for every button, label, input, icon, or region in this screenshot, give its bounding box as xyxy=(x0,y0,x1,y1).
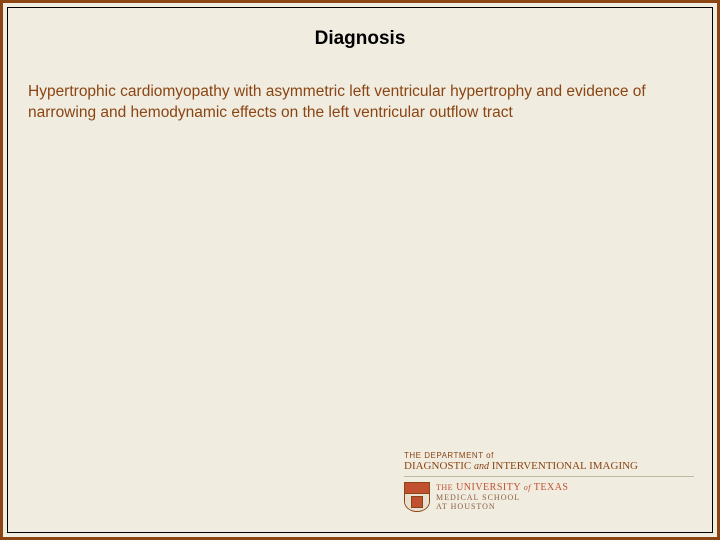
dept-label: THE DEPARTMENT of xyxy=(404,451,638,460)
ut-name: UNIVERSITY xyxy=(456,482,521,493)
dept-and: and xyxy=(474,461,489,472)
department-block: THE DEPARTMENT of DIAGNOSTIC and INTERVE… xyxy=(404,451,694,472)
dept-name-1: DIAGNOSTIC xyxy=(404,460,471,472)
school-line: MEDICAL SCHOOL xyxy=(436,493,568,502)
ut-state: TEXAS xyxy=(534,482,569,493)
department-text: THE DEPARTMENT of DIAGNOSTIC and INTERVE… xyxy=(404,451,638,472)
university-block: THE UNIVERSITY of TEXAS MEDICAL SCHOOL A… xyxy=(404,482,694,512)
dept-name: DIAGNOSTIC and INTERVENTIONAL IMAGING xyxy=(404,460,638,472)
shield-icon xyxy=(404,482,430,512)
ut-of: of xyxy=(524,483,531,492)
university-name-line: THE UNIVERSITY of TEXAS xyxy=(436,482,568,493)
slide-inner: Diagnosis Hypertrophic cardiomyopathy wi… xyxy=(7,7,713,533)
footer-logo-block: THE DEPARTMENT of DIAGNOSTIC and INTERVE… xyxy=(404,451,694,512)
slide-body-text: Hypertrophic cardiomyopathy with asymmet… xyxy=(8,58,712,124)
slide-container: Diagnosis Hypertrophic cardiomyopathy wi… xyxy=(0,0,720,540)
location-line: AT HOUSTON xyxy=(436,502,568,511)
university-text: THE UNIVERSITY of TEXAS MEDICAL SCHOOL A… xyxy=(436,482,568,511)
dept-name-2: INTERVENTIONAL IMAGING xyxy=(492,460,638,472)
logo-divider xyxy=(404,476,694,477)
slide-title: Diagnosis xyxy=(8,8,712,58)
ut-prefix: THE xyxy=(436,483,453,492)
